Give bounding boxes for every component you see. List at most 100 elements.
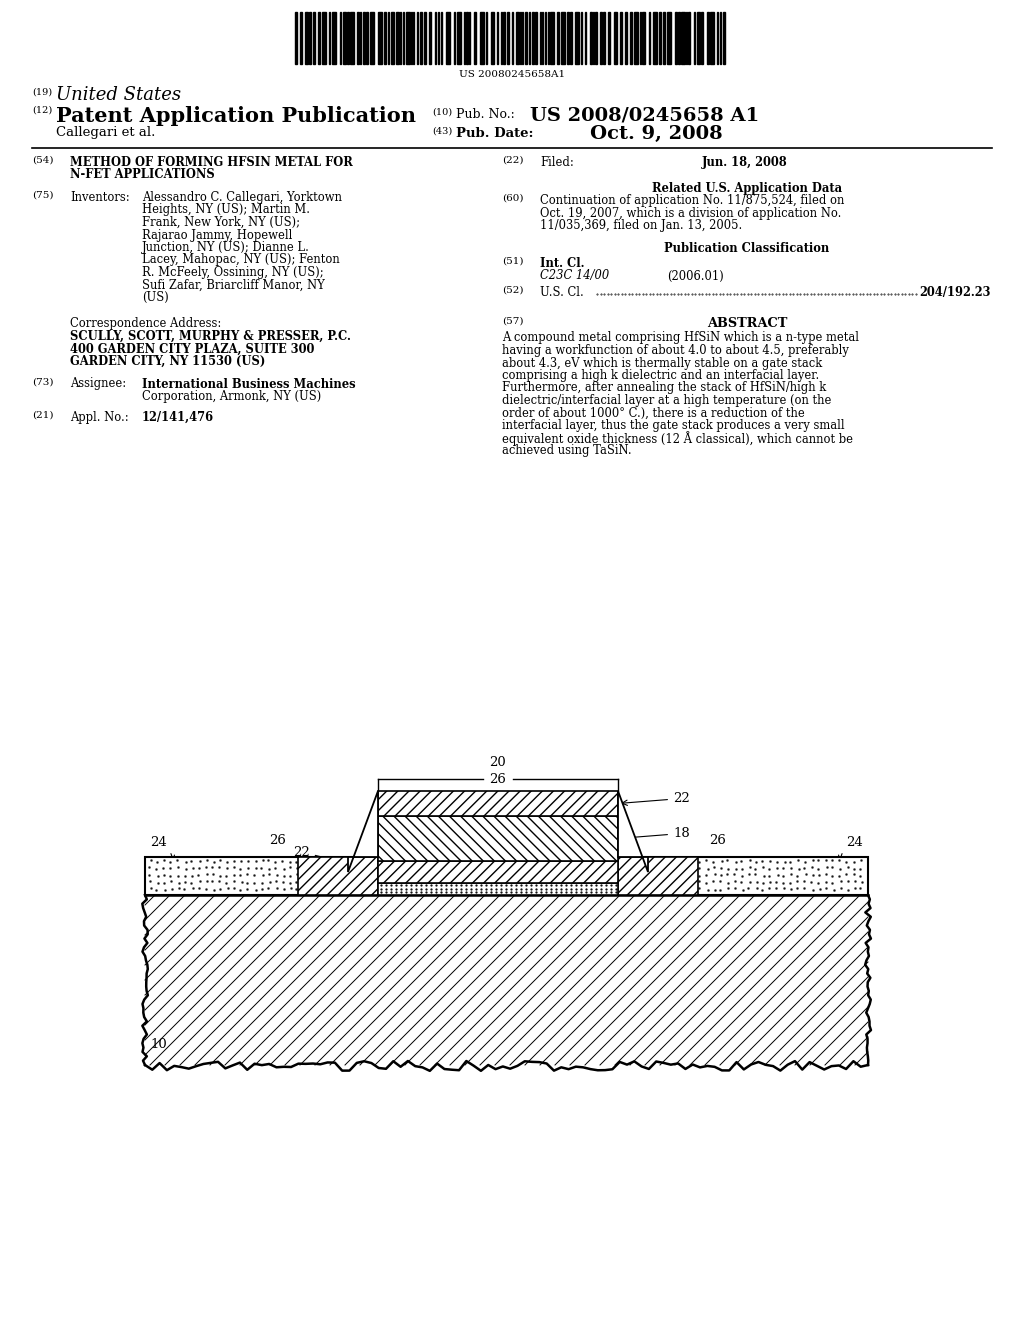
Bar: [391, 12, 394, 63]
Text: Oct. 19, 2007, which is a division of application No.: Oct. 19, 2007, which is a division of ap…: [540, 206, 842, 219]
Text: having a workfunction of about 4.0 to about 4.5, preferably: having a workfunction of about 4.0 to ab…: [502, 345, 849, 356]
Bar: [309, 12, 311, 63]
Bar: [424, 12, 426, 63]
Text: (54): (54): [32, 156, 53, 165]
Text: ABSTRACT: ABSTRACT: [707, 317, 787, 330]
Bar: [707, 12, 709, 63]
Bar: [595, 12, 597, 63]
Text: 12/141,476: 12/141,476: [142, 411, 214, 424]
Text: US 20080245658A1: US 20080245658A1: [459, 70, 565, 79]
Bar: [378, 861, 618, 883]
Text: METHOD OF FORMING HFSIN METAL FOR: METHOD OF FORMING HFSIN METAL FOR: [70, 156, 352, 169]
Text: (75): (75): [32, 191, 53, 201]
Text: (43): (43): [432, 127, 453, 136]
Text: SCULLY, SCOTT, MURPHY & PRESSER, P.C.: SCULLY, SCOTT, MURPHY & PRESSER, P.C.: [70, 330, 351, 343]
Bar: [350, 12, 354, 63]
Bar: [332, 12, 336, 63]
Text: achieved using TaSiN.: achieved using TaSiN.: [502, 444, 632, 457]
Text: Alessandro C. Callegari, Yorktown: Alessandro C. Callegari, Yorktown: [142, 191, 342, 205]
Text: (60): (60): [502, 194, 523, 203]
Text: 24: 24: [846, 836, 863, 849]
Text: Pub. Date:: Pub. Date:: [456, 127, 534, 140]
Bar: [620, 12, 622, 63]
Text: 26: 26: [489, 774, 507, 785]
Text: (22): (22): [502, 156, 523, 165]
Bar: [378, 816, 618, 861]
Bar: [603, 12, 605, 63]
Text: interfacial layer, thus the gate stack produces a very small: interfacial layer, thus the gate stack p…: [502, 418, 845, 432]
Bar: [370, 12, 374, 63]
Bar: [516, 12, 519, 63]
Bar: [300, 12, 302, 63]
Text: (51): (51): [502, 257, 523, 267]
Bar: [634, 12, 638, 63]
Bar: [298, 857, 378, 895]
Bar: [362, 12, 365, 63]
Bar: [570, 12, 572, 63]
Text: 12: 12: [298, 863, 372, 890]
Bar: [710, 12, 714, 63]
Bar: [678, 12, 680, 63]
Bar: [550, 12, 554, 63]
Bar: [347, 12, 349, 63]
Bar: [567, 12, 569, 63]
Bar: [474, 12, 476, 63]
Text: (73): (73): [32, 378, 53, 387]
Text: (57): (57): [502, 317, 523, 326]
Bar: [406, 12, 410, 63]
Bar: [457, 12, 461, 63]
Text: 400 GARDEN CITY PLAZA, SUITE 300: 400 GARDEN CITY PLAZA, SUITE 300: [70, 342, 314, 355]
Bar: [378, 12, 382, 63]
Text: 16: 16: [622, 861, 690, 874]
Bar: [600, 12, 602, 63]
Text: 24: 24: [150, 836, 167, 849]
Text: (21): (21): [32, 411, 53, 420]
Text: comprising a high k dielectric and an interfacial layer.: comprising a high k dielectric and an in…: [502, 370, 819, 381]
Bar: [723, 12, 725, 63]
Text: Int. Cl.: Int. Cl.: [540, 257, 585, 271]
Bar: [535, 12, 537, 63]
Bar: [503, 12, 505, 63]
Text: 26: 26: [269, 834, 287, 847]
Bar: [378, 791, 618, 816]
Text: Heights, NY (US); Martin M.: Heights, NY (US); Martin M.: [142, 203, 310, 216]
Bar: [357, 12, 359, 63]
Bar: [667, 12, 671, 63]
Bar: [480, 12, 484, 63]
Bar: [663, 12, 665, 63]
Bar: [614, 12, 617, 63]
Bar: [429, 12, 431, 63]
Text: Assignee:: Assignee:: [70, 378, 126, 391]
Text: 14: 14: [622, 878, 690, 891]
Bar: [396, 12, 399, 63]
Bar: [653, 12, 657, 63]
Text: Callegari et al.: Callegari et al.: [56, 125, 156, 139]
Bar: [295, 12, 297, 63]
Bar: [618, 857, 698, 895]
Text: (US): (US): [142, 290, 169, 304]
Text: 10: 10: [150, 1039, 167, 1052]
Text: Patent Application Publication: Patent Application Publication: [56, 106, 416, 125]
Bar: [420, 12, 422, 63]
Bar: [507, 12, 509, 63]
Bar: [630, 12, 632, 63]
Text: 20: 20: [489, 756, 507, 770]
Bar: [145, 857, 378, 895]
Bar: [145, 895, 868, 1065]
Text: Inventors:: Inventors:: [70, 191, 130, 205]
Text: Oct. 9, 2008: Oct. 9, 2008: [590, 125, 723, 143]
Text: N-FET APPLICATIONS: N-FET APPLICATIONS: [70, 169, 215, 181]
Text: dielectric/interfacial layer at a high temperature (on the: dielectric/interfacial layer at a high t…: [502, 393, 831, 407]
Bar: [378, 883, 618, 895]
Bar: [675, 12, 677, 63]
Polygon shape: [348, 791, 378, 873]
Text: 22: 22: [293, 846, 359, 867]
Text: (10): (10): [432, 108, 453, 117]
Text: Appl. No.:: Appl. No.:: [70, 411, 129, 424]
Polygon shape: [618, 791, 648, 873]
Text: about 4.3, eV which is thermally stable on a gate stack: about 4.3, eV which is thermally stable …: [502, 356, 822, 370]
Bar: [318, 12, 319, 63]
Bar: [557, 12, 559, 63]
Bar: [384, 12, 386, 63]
Bar: [701, 12, 703, 63]
